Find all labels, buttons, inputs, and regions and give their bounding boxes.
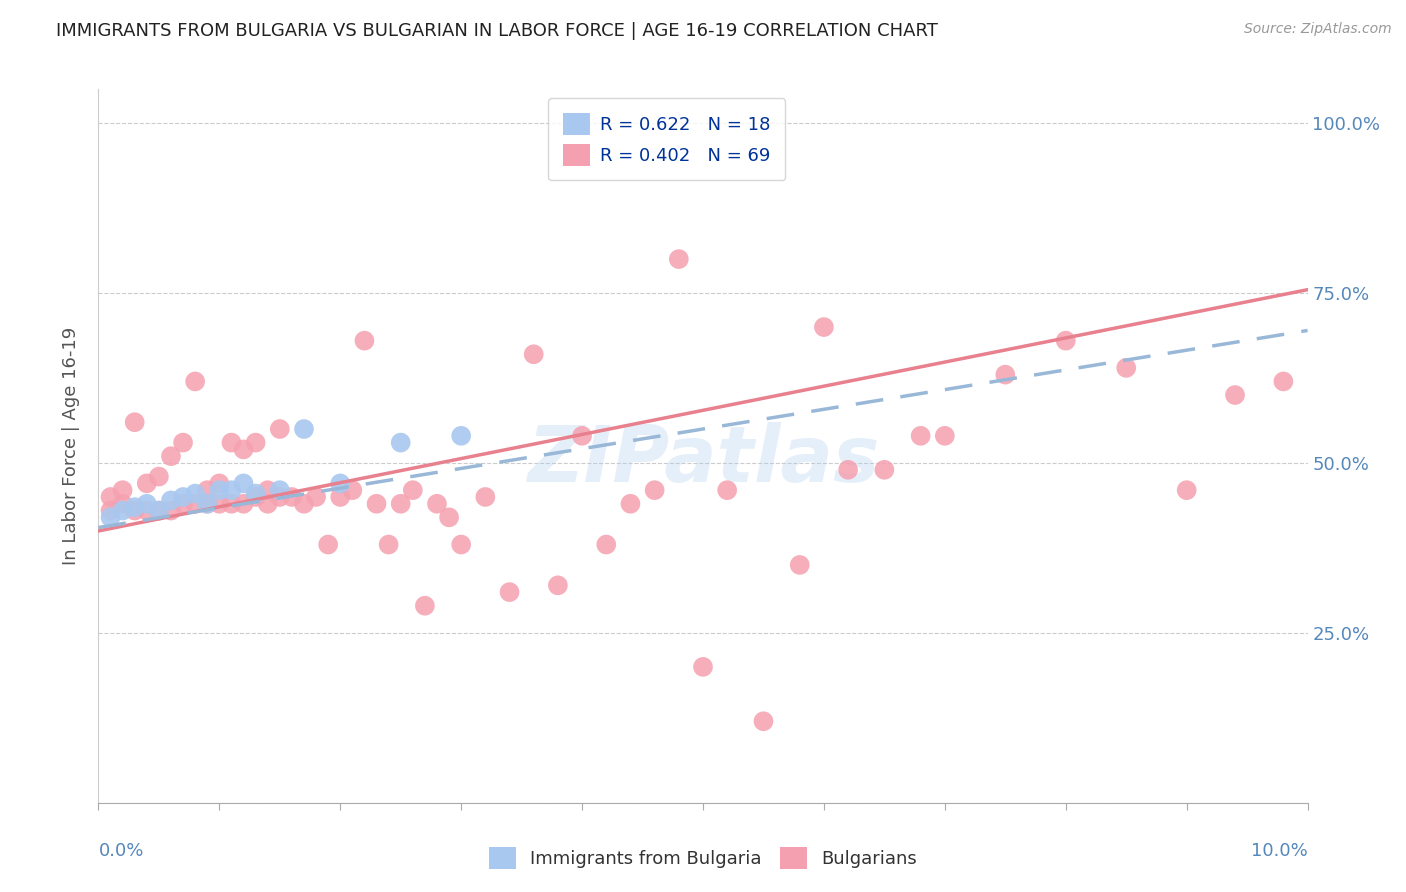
- Point: [389, 497, 412, 511]
- Point: [619, 497, 641, 511]
- Point: [281, 490, 304, 504]
- Point: [269, 483, 291, 498]
- Point: [195, 483, 218, 498]
- Point: [160, 493, 183, 508]
- Point: [184, 486, 207, 500]
- Point: [789, 558, 811, 572]
- Text: ZIPatlas: ZIPatlas: [527, 422, 879, 499]
- Point: [474, 490, 496, 504]
- Point: [450, 429, 472, 443]
- Point: [342, 483, 364, 498]
- Point: [994, 368, 1017, 382]
- Point: [184, 375, 207, 389]
- Point: [245, 490, 267, 504]
- Point: [329, 490, 352, 504]
- Point: [389, 435, 412, 450]
- Point: [547, 578, 569, 592]
- Point: [377, 537, 399, 551]
- Point: [221, 483, 243, 498]
- Point: [269, 422, 291, 436]
- Point: [135, 497, 157, 511]
- Point: [245, 486, 267, 500]
- Point: [426, 497, 449, 511]
- Point: [269, 490, 291, 504]
- Point: [172, 490, 194, 504]
- Point: [413, 599, 436, 613]
- Point: [208, 476, 231, 491]
- Point: [184, 497, 207, 511]
- Text: 0.0%: 0.0%: [98, 842, 143, 860]
- Point: [402, 483, 425, 498]
- Point: [172, 497, 194, 511]
- Point: [124, 415, 146, 429]
- Point: [595, 537, 617, 551]
- Point: [1115, 360, 1137, 375]
- Point: [221, 497, 243, 511]
- Point: [208, 497, 231, 511]
- Point: [523, 347, 546, 361]
- Text: Source: ZipAtlas.com: Source: ZipAtlas.com: [1244, 22, 1392, 37]
- Point: [934, 429, 956, 443]
- Point: [716, 483, 738, 498]
- Point: [148, 503, 170, 517]
- Point: [124, 500, 146, 515]
- Point: [668, 252, 690, 266]
- Point: [232, 442, 254, 457]
- Text: IMMIGRANTS FROM BULGARIA VS BULGARIAN IN LABOR FORCE | AGE 16-19 CORRELATION CHA: IMMIGRANTS FROM BULGARIA VS BULGARIAN IN…: [56, 22, 938, 40]
- Point: [910, 429, 932, 443]
- Point: [100, 510, 122, 524]
- Point: [353, 334, 375, 348]
- Point: [256, 483, 278, 498]
- Point: [232, 497, 254, 511]
- Point: [245, 435, 267, 450]
- Point: [256, 497, 278, 511]
- Legend: Immigrants from Bulgaria, Bulgarians: Immigrants from Bulgaria, Bulgarians: [482, 839, 924, 876]
- Point: [837, 463, 859, 477]
- Point: [329, 476, 352, 491]
- Point: [813, 320, 835, 334]
- Point: [111, 483, 134, 498]
- Point: [292, 497, 315, 511]
- Point: [316, 537, 339, 551]
- Point: [135, 503, 157, 517]
- Point: [644, 483, 666, 498]
- Point: [160, 449, 183, 463]
- Point: [437, 510, 460, 524]
- Point: [100, 490, 122, 504]
- Point: [1223, 388, 1246, 402]
- Point: [221, 435, 243, 450]
- Point: [450, 537, 472, 551]
- Text: 10.0%: 10.0%: [1251, 842, 1308, 860]
- Point: [1054, 334, 1077, 348]
- Point: [172, 435, 194, 450]
- Point: [111, 503, 134, 517]
- Legend: R = 0.622   N = 18, R = 0.402   N = 69: R = 0.622 N = 18, R = 0.402 N = 69: [548, 98, 786, 180]
- Point: [873, 463, 896, 477]
- Point: [232, 476, 254, 491]
- Point: [292, 422, 315, 436]
- Point: [148, 469, 170, 483]
- Point: [1272, 375, 1295, 389]
- Point: [195, 497, 218, 511]
- Point: [752, 714, 775, 729]
- Point: [498, 585, 520, 599]
- Point: [111, 497, 134, 511]
- Point: [124, 503, 146, 517]
- Point: [366, 497, 388, 511]
- Point: [692, 660, 714, 674]
- Point: [195, 497, 218, 511]
- Point: [1175, 483, 1198, 498]
- Point: [135, 476, 157, 491]
- Y-axis label: In Labor Force | Age 16-19: In Labor Force | Age 16-19: [62, 326, 80, 566]
- Point: [305, 490, 328, 504]
- Point: [160, 503, 183, 517]
- Point: [571, 429, 593, 443]
- Point: [100, 503, 122, 517]
- Point: [148, 503, 170, 517]
- Point: [208, 483, 231, 498]
